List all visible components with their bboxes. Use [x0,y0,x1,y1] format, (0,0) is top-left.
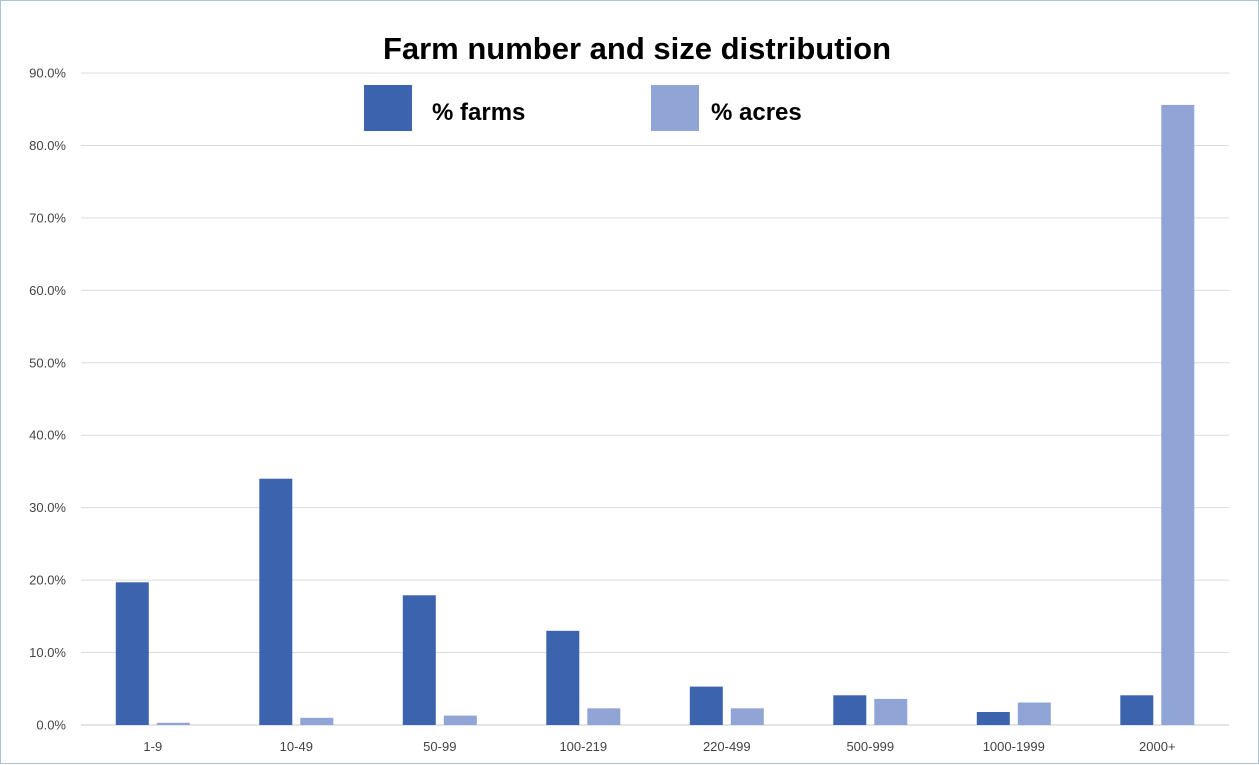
x-category-label: 1000-1999 [983,739,1045,754]
bar-acres-1000-1999 [1017,702,1051,725]
y-tick-label: 20.0% [29,573,66,588]
x-category-label: 2000+ [1139,739,1176,754]
bar-farms-1000-1999 [976,712,1010,725]
x-category-label: 100-219 [559,739,607,754]
bar-farms-500-999 [833,695,867,725]
bar-acres-500-999 [874,698,908,725]
y-tick-label: 10.0% [29,645,66,660]
y-tick-label: 40.0% [29,428,66,443]
y-tick-label: 60.0% [29,283,66,298]
x-category-label: 220-499 [703,739,751,754]
legend-label-farms: % farms [432,99,525,126]
bar-acres-1-9 [156,722,190,725]
chart-title: Farm number and size distribution [383,31,891,66]
bar-acres-10-49 [300,717,334,725]
y-axis-tick-labels: 0.0% 10.0% 20.0% 30.0% 40.0% 50.0% 60.0% 70.0% 8… [29,66,66,733]
bar-farms-10-49 [259,478,293,725]
bar-farms-100-219 [546,630,580,725]
bar-acres-2000plus [1161,104,1195,725]
y-tick-label: 70.0% [29,210,66,225]
x-category-label: 1-9 [143,739,162,754]
gridlines [81,72,1229,726]
bar-acres-220-499 [730,708,764,725]
bar-acres-50-99 [443,715,477,725]
bar-farms-220-499 [689,686,723,725]
legend-swatch-farms [364,85,412,131]
x-category-label: 500-999 [846,739,894,754]
bars [115,104,1195,725]
bar-farms-50-99 [402,595,436,725]
bar-acres-100-219 [587,708,621,725]
x-category-label: 10-49 [280,739,313,754]
bar-farms-1-9 [115,582,149,725]
bar-farms-2000plus [1120,695,1154,725]
legend-swatch-acres [651,85,699,131]
y-tick-label: 80.0% [29,138,66,153]
legend: % farms % acres [364,85,802,131]
y-tick-label: 90.0% [29,66,66,81]
y-tick-label: 0.0% [36,718,66,733]
x-category-label: 50-99 [423,739,456,754]
x-axis-category-labels: 1-9 10-49 50-99 100-219 220-499 500-999 1000-1… [143,739,1175,754]
y-tick-label: 30.0% [29,500,66,515]
y-tick-label: 50.0% [29,355,66,370]
legend-label-acres: % acres [711,99,802,126]
